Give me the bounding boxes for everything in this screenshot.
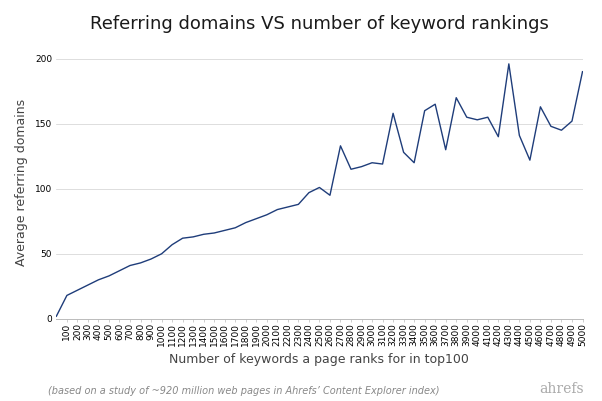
Text: (based on a study of ~920 million web pages in Ahrefs’ Content Explorer index): (based on a study of ~920 million web pa… (48, 386, 439, 396)
Text: ahrefs: ahrefs (539, 382, 584, 396)
Y-axis label: Average referring domains: Average referring domains (15, 99, 28, 266)
Title: Referring domains VS number of keyword rankings: Referring domains VS number of keyword r… (90, 15, 549, 33)
X-axis label: Number of keywords a page ranks for in top100: Number of keywords a page ranks for in t… (170, 353, 470, 366)
